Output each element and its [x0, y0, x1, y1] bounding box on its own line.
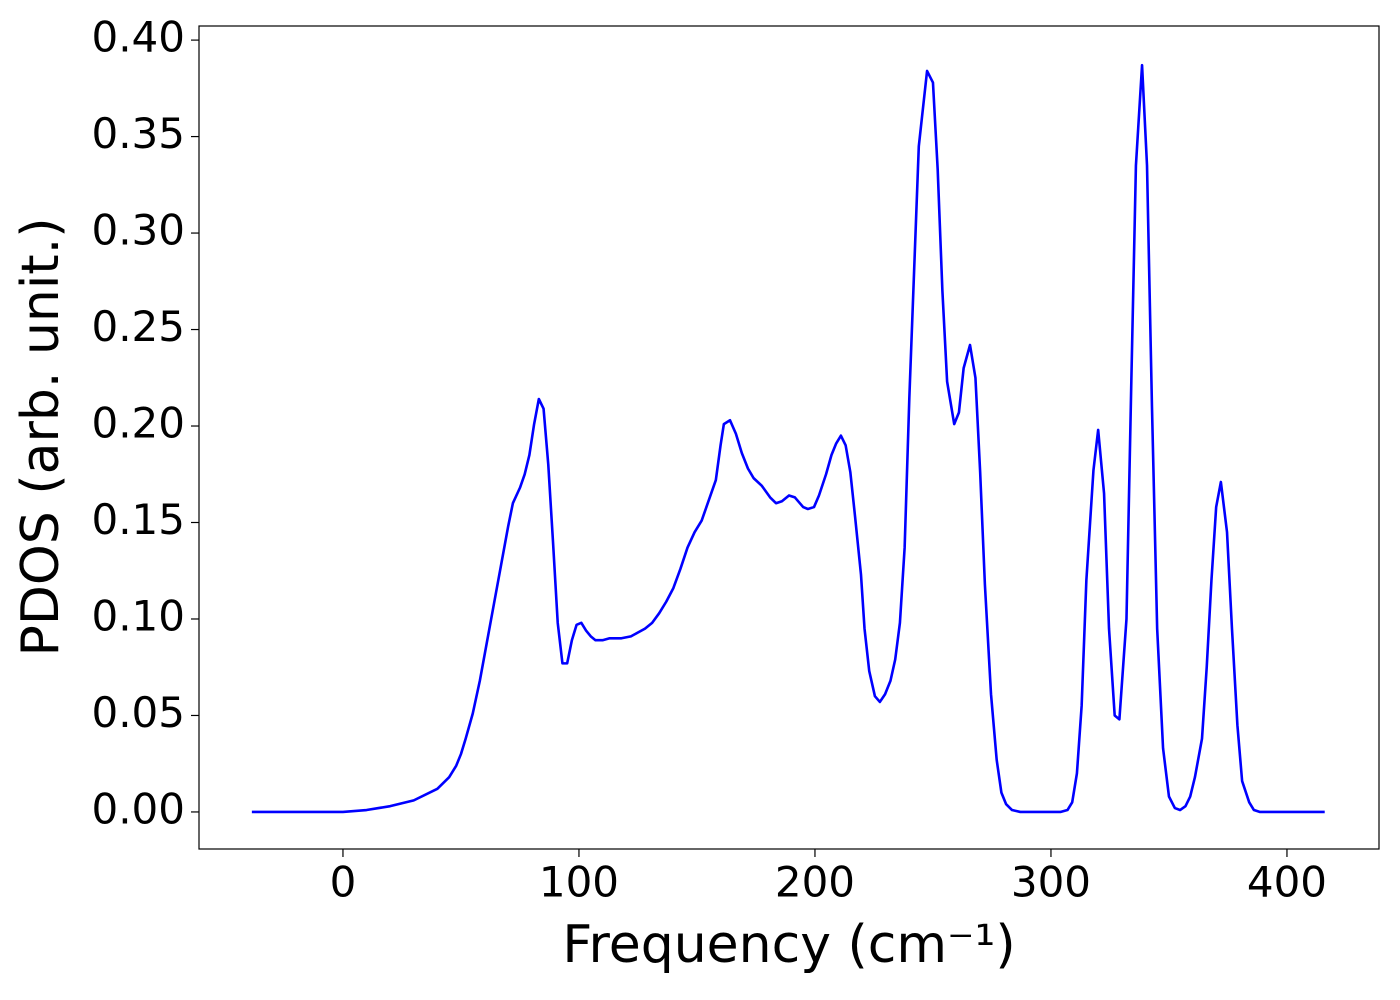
y-tick-label: 0.40: [91, 13, 185, 62]
y-tick-label: 0.05: [91, 688, 185, 737]
y-tick-label: 0.30: [91, 206, 185, 255]
x-tick-label: 0: [330, 858, 357, 907]
y-tick-label: 0.35: [91, 109, 185, 158]
x-tick-label: 100: [539, 858, 619, 907]
x-tick-label: 400: [1247, 858, 1327, 907]
y-axis-label: PDOS (arb. unit.): [11, 217, 71, 656]
line: [251, 63, 1325, 814]
y-tick-label: 0.15: [91, 495, 185, 544]
plot-frame: [198, 25, 1380, 850]
x-tick-label: 300: [1011, 858, 1091, 907]
y-tick-label: 0.10: [91, 591, 185, 640]
y-tick-label: 0.00: [91, 784, 185, 833]
x-tick-label: 200: [775, 858, 855, 907]
x-axis-label: Frequency (cm⁻¹): [562, 915, 1015, 975]
y-tick-label: 0.25: [91, 302, 185, 351]
y-tick-label: 0.20: [91, 399, 185, 448]
